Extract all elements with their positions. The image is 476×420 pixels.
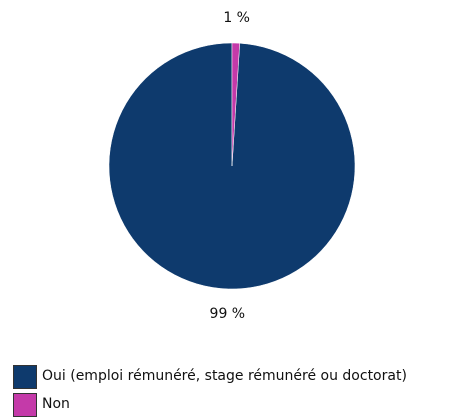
legend-swatch — [13, 365, 37, 389]
legend-label: Non — [42, 396, 70, 412]
data-label: 1 % — [223, 10, 250, 26]
legend-swatch — [13, 393, 37, 417]
legend-label: Oui (emploi rémunéré, stage rémunéré ou … — [42, 368, 407, 384]
pie-slice — [231, 42, 240, 167]
data-label: 99 % — [210, 306, 246, 322]
